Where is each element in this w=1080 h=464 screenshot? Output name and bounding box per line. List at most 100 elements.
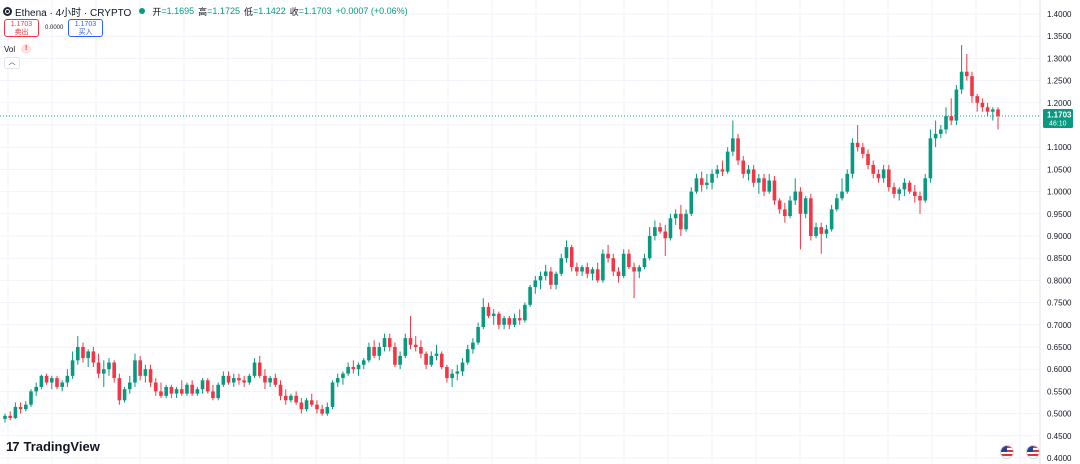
candle[interactable] [65,369,70,387]
candle[interactable] [720,160,725,177]
candle[interactable] [174,386,179,399]
candle[interactable] [320,404,324,416]
candle[interactable] [606,244,610,263]
candle[interactable] [393,342,397,367]
candle[interactable] [138,355,142,381]
candle[interactable] [647,227,652,261]
candle[interactable] [263,369,267,390]
candle[interactable] [377,342,382,361]
candle[interactable] [803,196,808,219]
tradingview-logo[interactable]: 17 TradingView [6,439,100,454]
candle[interactable] [663,224,668,256]
candle[interactable] [278,380,283,401]
candle[interactable] [408,315,413,350]
candle[interactable] [585,262,590,279]
candle[interactable] [159,382,163,399]
candle[interactable] [413,335,418,352]
candle[interactable] [928,129,933,183]
candle[interactable] [762,173,766,197]
candle[interactable] [996,107,1000,130]
candle[interactable] [143,364,148,383]
candle[interactable] [710,169,714,190]
candle[interactable] [757,173,761,194]
candle[interactable] [954,85,959,125]
candle[interactable] [559,253,564,276]
candle[interactable] [502,315,506,330]
candle[interactable] [845,169,850,194]
candle[interactable] [44,373,49,385]
candle[interactable] [564,240,569,263]
candle[interactable] [985,102,990,117]
candle[interactable] [211,384,215,401]
candle[interactable] [736,133,740,165]
candle[interactable] [346,362,350,376]
candle[interactable] [450,369,454,387]
candle[interactable] [351,360,356,374]
candle[interactable] [315,400,319,414]
candle[interactable] [715,164,720,179]
candle[interactable] [309,393,314,407]
candle[interactable] [257,355,262,379]
candle[interactable] [887,164,891,192]
candle[interactable] [91,347,96,367]
candle[interactable] [13,402,18,419]
candle[interactable] [460,358,465,376]
candle[interactable] [783,202,787,223]
candle[interactable] [580,264,584,276]
candle[interactable] [705,173,709,190]
volume-indicator[interactable]: Vol ! [4,44,32,54]
candle[interactable] [642,253,647,270]
candle[interactable] [788,196,792,219]
candle[interactable] [679,204,683,236]
candle[interactable] [226,371,231,385]
candle[interactable] [668,213,673,241]
candle[interactable] [809,193,813,241]
candle[interactable] [575,262,579,276]
candle[interactable] [148,364,153,387]
candle[interactable] [653,220,657,241]
candle[interactable] [3,413,7,423]
candle[interactable] [471,338,475,354]
candle[interactable] [60,380,64,392]
candle[interactable] [991,107,995,121]
candle[interactable] [673,209,678,225]
candle[interactable] [694,173,699,194]
candle[interactable] [798,187,803,250]
sell-button[interactable]: 1.1703 卖出 [4,19,39,37]
candle[interactable] [476,322,480,345]
candle[interactable] [939,125,943,139]
candle[interactable] [949,98,954,125]
candle[interactable] [367,342,371,363]
candle[interactable] [465,344,470,365]
candle[interactable] [96,353,101,379]
candle[interactable] [231,373,236,387]
candle[interactable] [975,93,980,112]
candle[interactable] [101,360,106,387]
candle[interactable] [164,384,168,399]
candle[interactable] [637,264,642,279]
buy-button[interactable]: 1.1703 买入 [68,19,103,37]
symbol-title[interactable]: Ethena · 4小时 · CRYPTO [15,7,132,19]
candle[interactable] [970,71,974,103]
candle[interactable] [81,342,85,363]
candle[interactable] [117,373,122,405]
candle[interactable] [252,358,257,379]
candle[interactable] [382,333,387,352]
candle[interactable] [481,298,486,330]
candle[interactable] [933,120,938,148]
candle[interactable] [419,340,423,359]
candle[interactable] [569,244,574,272]
candle[interactable] [486,302,491,319]
candle[interactable] [699,171,704,192]
candle[interactable] [23,401,28,412]
candle[interactable] [959,45,964,94]
candle[interactable] [133,353,137,387]
candle[interactable] [330,380,335,410]
candle[interactable] [55,375,59,390]
candle[interactable] [434,344,439,361]
candle[interactable] [34,382,38,396]
candle[interactable] [590,267,595,281]
candle[interactable] [112,360,116,383]
candle[interactable] [356,362,361,376]
